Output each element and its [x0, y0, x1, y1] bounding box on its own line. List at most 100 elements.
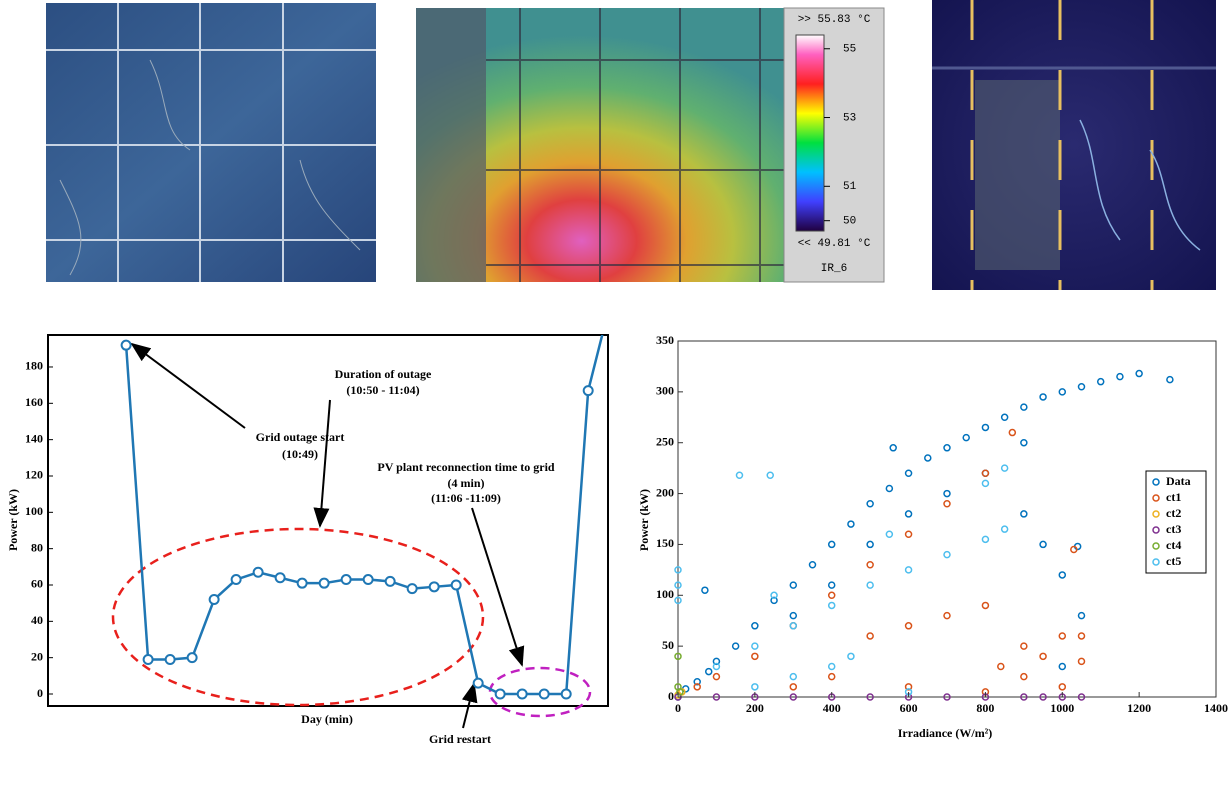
- data-point: [943, 611, 951, 620]
- data-point: [1039, 393, 1047, 401]
- y-tick-label: 250: [656, 434, 674, 448]
- plot-frame: [677, 340, 1217, 698]
- legend-label: ct5: [1166, 554, 1181, 568]
- data-point: [1077, 383, 1086, 391]
- data-point: [885, 530, 894, 539]
- data-point: [296, 577, 308, 589]
- data-point: [1020, 693, 1028, 701]
- data-point: [1039, 652, 1047, 661]
- data-point: [827, 662, 836, 671]
- data-point: [676, 688, 684, 696]
- data-point: [789, 693, 798, 701]
- data-point: [384, 575, 396, 587]
- data-point: [560, 688, 572, 700]
- y-tick-label: 200: [656, 485, 674, 499]
- data-point: [904, 622, 913, 630]
- y-tick-label: 0: [668, 689, 674, 703]
- y-tick-label: 140: [25, 431, 43, 445]
- x-tick-label: 1200: [1127, 701, 1151, 715]
- data-point: [751, 622, 759, 630]
- data-point: [766, 471, 774, 480]
- data-point: [943, 693, 951, 701]
- data-point: [847, 520, 855, 528]
- data-point: [770, 596, 778, 605]
- legend-marker: [1152, 510, 1160, 518]
- data-point: [789, 672, 798, 681]
- data-point: [943, 499, 951, 508]
- data-point: [1077, 657, 1086, 666]
- data-point: [340, 574, 352, 586]
- data-point: [701, 586, 709, 594]
- y-tick-label: 120: [25, 468, 43, 482]
- data-point: [674, 566, 682, 574]
- scale-tick-label: 55: [843, 44, 856, 56]
- data-point: [1077, 632, 1086, 640]
- x-tick-label: 800: [976, 701, 994, 715]
- y-tick-label: 0: [37, 686, 43, 700]
- data-point: [866, 499, 874, 508]
- data-point: [866, 561, 874, 569]
- data-point: [981, 535, 990, 544]
- scale-min-label: << 49.81 °C: [798, 238, 871, 250]
- data-point: [789, 611, 798, 620]
- data-point: [827, 591, 836, 600]
- data-point: [230, 574, 242, 586]
- data-point: [997, 662, 1005, 671]
- uv-photo: [932, 0, 1216, 290]
- reconnect-ellipse: [488, 666, 592, 718]
- x-axis-label: Irradiance (W/m²): [898, 726, 993, 740]
- data-point: [981, 423, 990, 432]
- data-point: [704, 667, 713, 676]
- data-point: [789, 581, 798, 589]
- data-point: [789, 683, 798, 691]
- data-point: [904, 510, 913, 518]
- data-point: [120, 339, 132, 351]
- data-point: [252, 566, 264, 578]
- y-tick-label: 80: [31, 540, 43, 554]
- y-tick-label: 60: [31, 577, 43, 591]
- data-point: [693, 683, 701, 691]
- data-point: [1000, 413, 1009, 422]
- arrows: [130, 342, 525, 729]
- data-point: [827, 672, 836, 681]
- data-point: [904, 530, 913, 539]
- data-point: [472, 677, 484, 689]
- data-point: [693, 677, 701, 686]
- data-point: [943, 550, 951, 559]
- data-point: [885, 484, 894, 493]
- y-tick-label: 20: [31, 649, 43, 663]
- data-point: [1020, 438, 1028, 447]
- data-point: [1096, 377, 1105, 386]
- data-point: [789, 622, 798, 630]
- plot-frame: [47, 334, 609, 707]
- legend-marker: [1152, 542, 1160, 550]
- y-tick-label: 100: [25, 504, 43, 518]
- data-point: [674, 581, 682, 589]
- data-point: [735, 471, 744, 480]
- data-point: [712, 672, 721, 681]
- data-point: [924, 454, 932, 462]
- data-point: [450, 579, 462, 591]
- y-tick-label: 150: [656, 536, 674, 550]
- data-point: [827, 601, 836, 610]
- data-point: [827, 540, 836, 549]
- data-point: [712, 657, 721, 666]
- data-point: [751, 652, 759, 661]
- data-point: [981, 601, 990, 610]
- data-point: [142, 653, 154, 665]
- x-tick-label: 1400: [1204, 701, 1228, 715]
- legend-marker: [1152, 558, 1160, 566]
- data-point: [904, 683, 913, 691]
- legend-label: ct4: [1166, 538, 1181, 552]
- data-point: [1135, 369, 1143, 378]
- data-point: [981, 469, 990, 477]
- data-point: [1000, 464, 1009, 472]
- data-point: [1039, 693, 1047, 701]
- data-point: [208, 594, 220, 606]
- data-point: [1008, 428, 1017, 437]
- data-point: [866, 693, 874, 701]
- x-tick-label: 400: [823, 701, 841, 715]
- y-tick-label: 350: [656, 333, 674, 347]
- thermal-photo: >> 55.83 °C << 49.81 °C IR_6: [416, 7, 885, 283]
